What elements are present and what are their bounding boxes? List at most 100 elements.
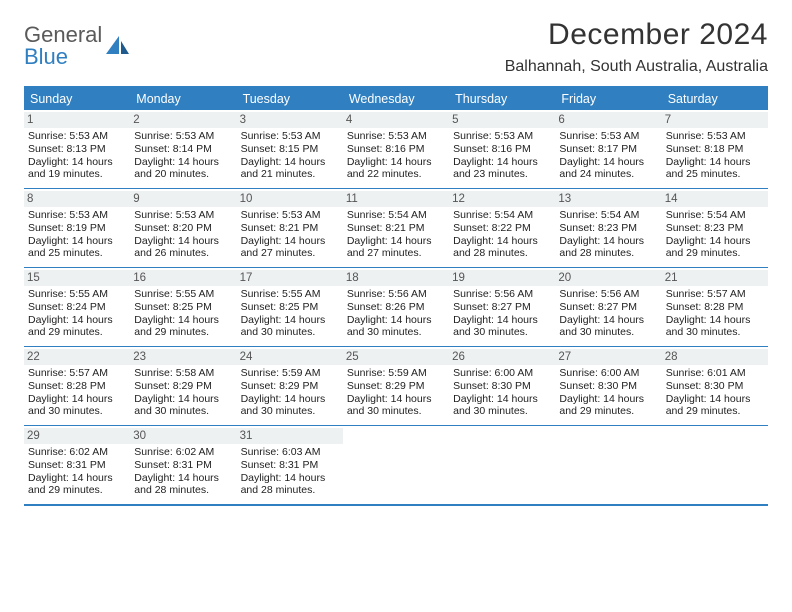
day-daylight1-text: Daylight: 14 hours — [347, 314, 445, 327]
day-sunset-text: Sunset: 8:28 PM — [666, 301, 764, 314]
day-sunset-text: Sunset: 8:20 PM — [134, 222, 232, 235]
day-sunrise-text: Sunrise: 5:59 AM — [347, 367, 445, 380]
day-sunrise-text: Sunrise: 5:53 AM — [559, 130, 657, 143]
day-daylight2-text: and 28 minutes. — [241, 484, 339, 497]
day-daylight1-text: Daylight: 14 hours — [666, 235, 764, 248]
day-daylight1-text: Daylight: 14 hours — [241, 393, 339, 406]
day-number: 30 — [130, 428, 236, 444]
day-daylight1-text: Daylight: 14 hours — [28, 472, 126, 485]
day-cell — [555, 426, 661, 504]
day-sunset-text: Sunset: 8:27 PM — [559, 301, 657, 314]
day-number: 1 — [24, 112, 130, 128]
day-cell: 23Sunrise: 5:58 AMSunset: 8:29 PMDayligh… — [130, 347, 236, 425]
day-sunset-text: Sunset: 8:16 PM — [453, 143, 551, 156]
day-sunset-text: Sunset: 8:14 PM — [134, 143, 232, 156]
day-cell: 2 Sunrise: 5:53 AMSunset: 8:14 PMDaylight… — [130, 110, 236, 188]
day-sunset-text: Sunset: 8:28 PM — [28, 380, 126, 393]
day-cell: 29Sunrise: 6:02 AMSunset: 8:31 PMDayligh… — [24, 426, 130, 504]
day-daylight1-text: Daylight: 14 hours — [666, 156, 764, 169]
day-cell: 8Sunrise: 5:53 AMSunset: 8:19 PMDaylight… — [24, 189, 130, 267]
day-daylight1-text: Daylight: 14 hours — [453, 156, 551, 169]
day-daylight1-text: Daylight: 14 hours — [134, 156, 232, 169]
day-sunset-text: Sunset: 8:30 PM — [559, 380, 657, 393]
day-number: 23 — [130, 349, 236, 365]
day-sunrise-text: Sunrise: 5:55 AM — [134, 288, 232, 301]
day-sunrise-text: Sunrise: 6:02 AM — [134, 446, 232, 459]
day-daylight2-text: and 30 minutes. — [453, 405, 551, 418]
day-cell: 10Sunrise: 5:53 AMSunset: 8:21 PMDayligh… — [237, 189, 343, 267]
day-cell: 20Sunrise: 5:56 AMSunset: 8:27 PMDayligh… — [555, 268, 661, 346]
day-daylight2-text: and 30 minutes. — [241, 326, 339, 339]
day-number: 31 — [237, 428, 343, 444]
day-cell: 15Sunrise: 5:55 AMSunset: 8:24 PMDayligh… — [24, 268, 130, 346]
day-sunset-text: Sunset: 8:29 PM — [241, 380, 339, 393]
day-sunrise-text: Sunrise: 5:54 AM — [347, 209, 445, 222]
day-number: 3 — [237, 112, 343, 128]
day-daylight2-text: and 25 minutes. — [28, 247, 126, 260]
day-sunset-text: Sunset: 8:21 PM — [347, 222, 445, 235]
day-sunrise-text: Sunrise: 5:55 AM — [28, 288, 126, 301]
day-cell: 18Sunrise: 5:56 AMSunset: 8:26 PMDayligh… — [343, 268, 449, 346]
day-sunrise-text: Sunrise: 6:03 AM — [241, 446, 339, 459]
day-cell: 31Sunrise: 6:03 AMSunset: 8:31 PMDayligh… — [237, 426, 343, 504]
weekday-header-cell: Monday — [130, 88, 236, 110]
day-sunrise-text: Sunrise: 5:53 AM — [28, 130, 126, 143]
day-daylight1-text: Daylight: 14 hours — [559, 156, 657, 169]
day-daylight2-text: and 27 minutes. — [347, 247, 445, 260]
day-daylight2-text: and 30 minutes. — [347, 405, 445, 418]
day-daylight2-text: and 30 minutes. — [347, 326, 445, 339]
day-daylight1-text: Daylight: 14 hours — [134, 393, 232, 406]
day-cell — [449, 426, 555, 504]
weekday-header-row: SundayMondayTuesdayWednesdayThursdayFrid… — [24, 88, 768, 110]
day-daylight2-text: and 26 minutes. — [134, 247, 232, 260]
day-cell: 6Sunrise: 5:53 AMSunset: 8:17 PMDaylight… — [555, 110, 661, 188]
weeks-container: 1Sunrise: 5:53 AMSunset: 8:13 PMDaylight… — [24, 110, 768, 504]
day-sunrise-text: Sunrise: 5:54 AM — [559, 209, 657, 222]
day-cell: 26Sunrise: 6:00 AMSunset: 8:30 PMDayligh… — [449, 347, 555, 425]
weekday-header-cell: Tuesday — [237, 88, 343, 110]
day-daylight1-text: Daylight: 14 hours — [666, 314, 764, 327]
day-cell: 12Sunrise: 5:54 AMSunset: 8:22 PMDayligh… — [449, 189, 555, 267]
day-sunrise-text: Sunrise: 5:53 AM — [453, 130, 551, 143]
day-number: 17 — [237, 270, 343, 286]
day-sunset-text: Sunset: 8:30 PM — [453, 380, 551, 393]
day-daylight1-text: Daylight: 14 hours — [666, 393, 764, 406]
day-number: 5 — [449, 112, 555, 128]
day-number: 12 — [449, 191, 555, 207]
day-sunset-text: Sunset: 8:31 PM — [28, 459, 126, 472]
day-daylight2-text: and 29 minutes. — [28, 484, 126, 497]
weekday-header-cell: Sunday — [24, 88, 130, 110]
day-daylight2-text: and 30 minutes. — [134, 405, 232, 418]
weekday-header-cell: Saturday — [662, 88, 768, 110]
day-number: 21 — [662, 270, 768, 286]
day-daylight1-text: Daylight: 14 hours — [134, 235, 232, 248]
day-cell: 4Sunrise: 5:53 AMSunset: 8:16 PMDaylight… — [343, 110, 449, 188]
week-row: 29Sunrise: 6:02 AMSunset: 8:31 PMDayligh… — [24, 425, 768, 504]
day-number: 2 — [130, 112, 236, 128]
day-sunset-text: Sunset: 8:31 PM — [241, 459, 339, 472]
day-sunrise-text: Sunrise: 6:00 AM — [559, 367, 657, 380]
day-daylight1-text: Daylight: 14 hours — [134, 472, 232, 485]
day-sunset-text: Sunset: 8:15 PM — [241, 143, 339, 156]
day-sunrise-text: Sunrise: 5:59 AM — [241, 367, 339, 380]
day-number: 15 — [24, 270, 130, 286]
day-number: 18 — [343, 270, 449, 286]
week-row: 15Sunrise: 5:55 AMSunset: 8:24 PMDayligh… — [24, 267, 768, 346]
day-cell — [662, 426, 768, 504]
day-sunrise-text: Sunrise: 5:53 AM — [134, 130, 232, 143]
day-number: 14 — [662, 191, 768, 207]
day-sunset-text: Sunset: 8:26 PM — [347, 301, 445, 314]
logo-word-2: Blue — [24, 44, 68, 69]
day-number: 6 — [555, 112, 661, 128]
month-title: December 2024 — [505, 18, 768, 52]
day-sunrise-text: Sunrise: 5:54 AM — [453, 209, 551, 222]
day-number: 26 — [449, 349, 555, 365]
day-cell: 22Sunrise: 5:57 AMSunset: 8:28 PMDayligh… — [24, 347, 130, 425]
location-subtitle: Balhannah, South Australia, Australia — [505, 58, 768, 76]
day-cell: 13Sunrise: 5:54 AMSunset: 8:23 PMDayligh… — [555, 189, 661, 267]
day-daylight2-text: and 29 minutes. — [28, 326, 126, 339]
day-daylight2-text: and 24 minutes. — [559, 168, 657, 181]
day-sunset-text: Sunset: 8:27 PM — [453, 301, 551, 314]
day-sunrise-text: Sunrise: 5:53 AM — [666, 130, 764, 143]
day-daylight2-text: and 29 minutes. — [559, 405, 657, 418]
